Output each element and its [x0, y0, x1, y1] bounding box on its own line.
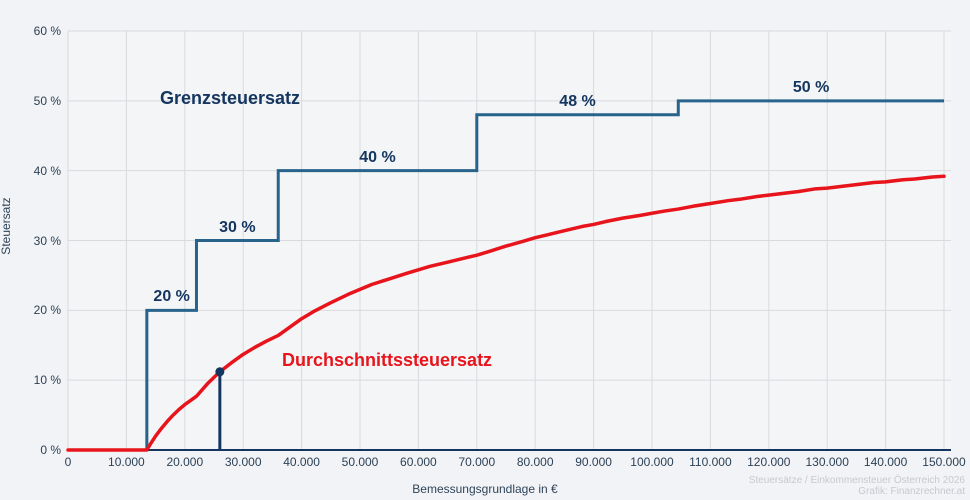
- bracket-rate-label: 50 %: [792, 78, 830, 96]
- y-tick-label: 40 %: [33, 163, 61, 178]
- x-tick-label: 90.000: [575, 455, 612, 469]
- y-tick-label: 0 %: [40, 443, 61, 457]
- x-tick-label: 60.000: [400, 455, 437, 469]
- x-tick-label: 80.000: [516, 455, 554, 469]
- bracket-rate-label: 20 %: [153, 288, 190, 306]
- x-tick-label: 0: [64, 455, 72, 469]
- x-tick-label: 150.000: [922, 455, 966, 469]
- grenzsteuersatz-step-line: [68, 99, 944, 452]
- y-tick-label: 60 %: [33, 24, 61, 38]
- series-label-durchschnittssteuersatz: Durchschnittssteuersatz: [282, 350, 493, 370]
- x-tick-label: 110.000: [689, 455, 732, 469]
- x-tick-label: 10.000: [108, 455, 145, 469]
- series-label-grenzsteuersatz: Grenzsteuersatz: [160, 88, 301, 108]
- x-axis-title: Bemessungsgrundlage in €: [412, 482, 558, 496]
- x-tick-label: 70.000: [458, 455, 496, 469]
- x-tick-label: 40.000: [283, 455, 320, 469]
- bracket-rate-label: 40 %: [359, 148, 396, 166]
- durchschnittssteuersatz-curve: [66, 174, 946, 452]
- y-tick-label: 10 %: [33, 373, 61, 388]
- y-axis-title: Steuersatz: [0, 197, 13, 255]
- y-tick-label: 50 %: [33, 93, 61, 108]
- x-tick-label: 140.000: [863, 455, 908, 469]
- x-tick-label: 30.000: [224, 455, 262, 469]
- watermark-line-2: Grafik: Finanzrechner.at: [858, 486, 965, 497]
- x-tick-label: 50.000: [341, 455, 379, 469]
- y-tick-label: 20 %: [33, 303, 61, 318]
- x-tick-label: 100.000: [630, 455, 674, 469]
- x-tick-label: 130.000: [805, 455, 849, 469]
- x-tick-label: 120.000: [747, 455, 791, 469]
- marker-dot: [215, 367, 225, 377]
- bracket-rate-label: 48 %: [559, 92, 596, 110]
- watermark: Steuersätze / Einkommensteuer Österreich…: [749, 475, 965, 497]
- x-tick-label: 20.000: [166, 455, 204, 469]
- bracket-rate-label: 30 %: [219, 218, 256, 236]
- watermark-line-1: Steuersätze / Einkommensteuer Österreich…: [748, 475, 965, 486]
- y-tick-label: 30 %: [33, 233, 61, 248]
